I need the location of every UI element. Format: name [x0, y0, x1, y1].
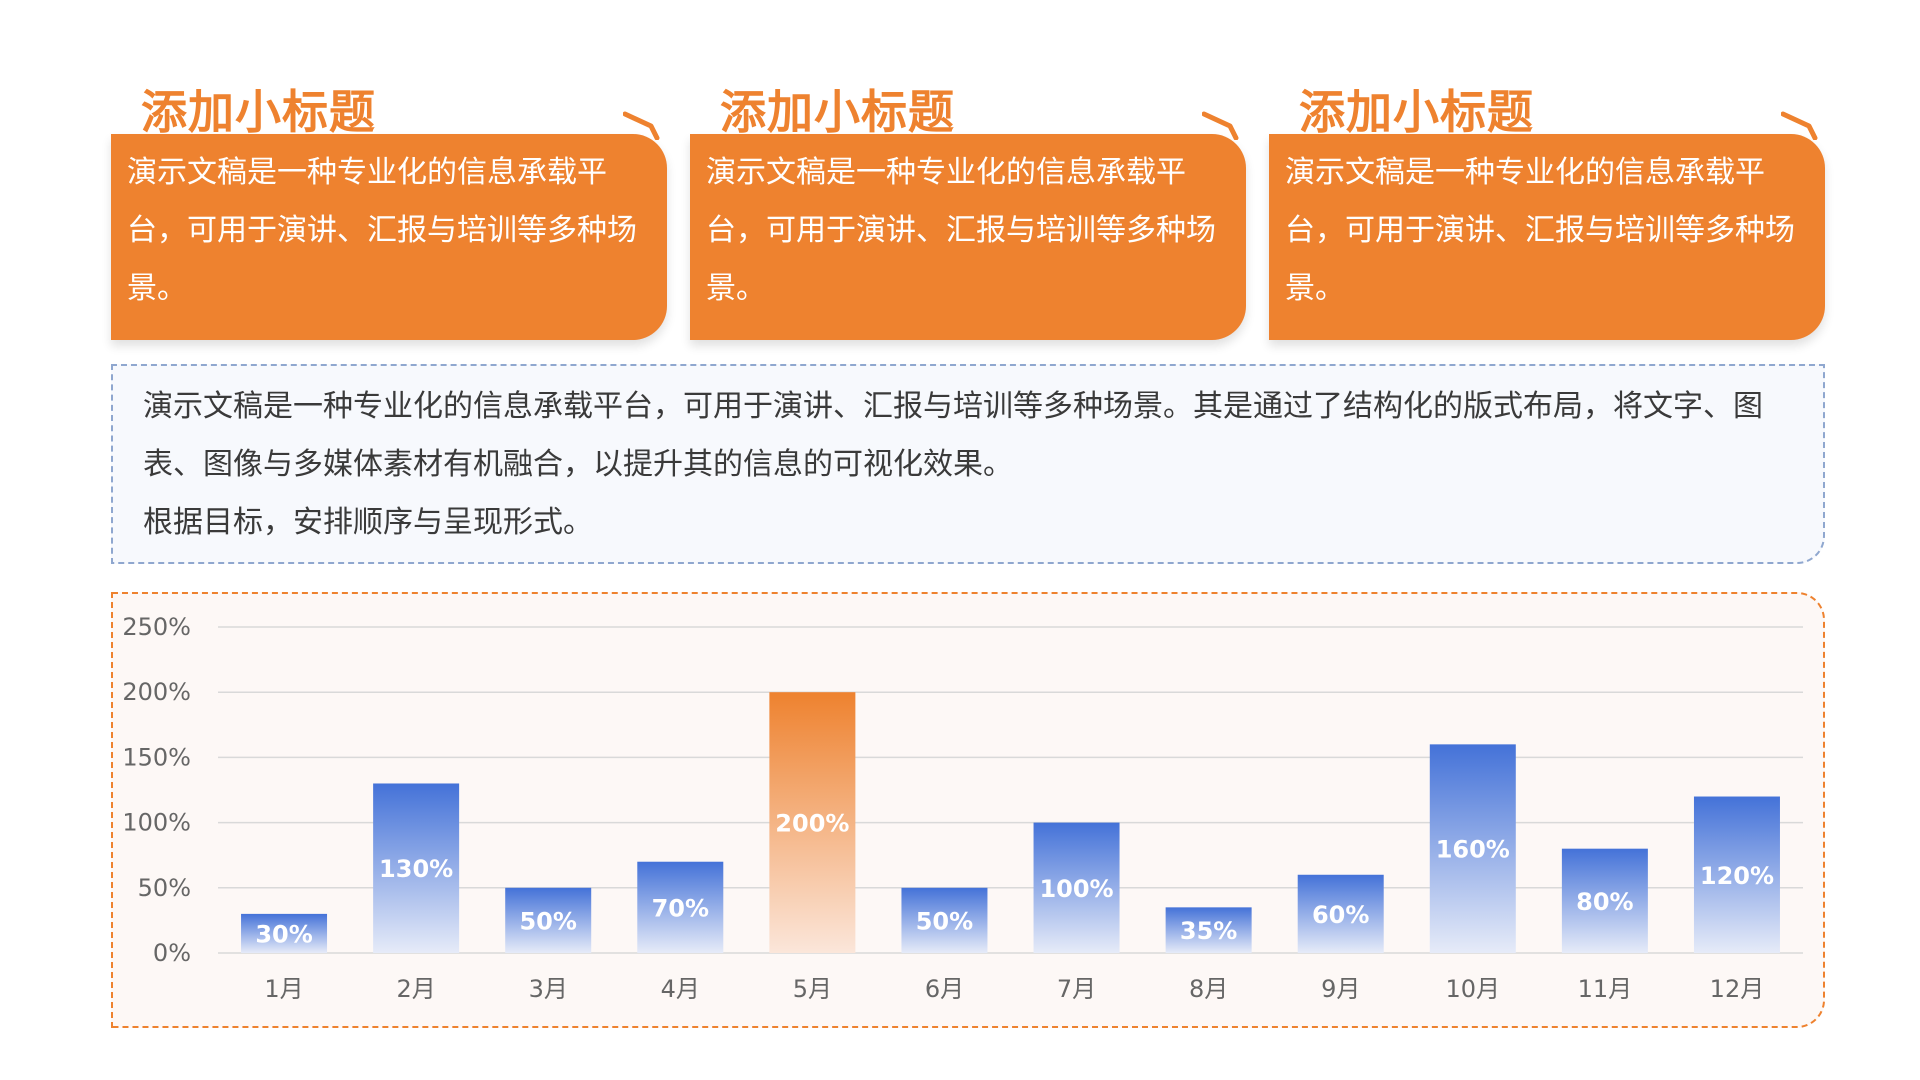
data-label: 80%	[1576, 888, 1633, 916]
data-label: 100%	[1039, 875, 1113, 903]
bar-5	[769, 692, 856, 953]
card-box: 演示文稿是一种专业化的信息承载平台，可用于演讲、汇报与培训等多种场景。	[111, 134, 667, 340]
x-tick-label: 7月	[1057, 975, 1096, 1003]
card-body: 演示文稿是一种专业化的信息承载平台，可用于演讲、汇报与培训等多种场景。	[1285, 155, 1795, 306]
bar-8	[1165, 907, 1252, 953]
bar-11	[1561, 848, 1648, 953]
card-box: 演示文稿是一种专业化的信息承载平台，可用于演讲、汇报与培训等多种场景。	[1269, 134, 1825, 340]
data-label: 35%	[1180, 917, 1237, 945]
y-tick-label: 50%	[138, 874, 191, 902]
y-tick-label: 0%	[153, 939, 191, 967]
data-label: 50%	[916, 907, 973, 935]
y-tick-label: 200%	[122, 678, 191, 706]
data-label: 30%	[255, 920, 312, 948]
data-label: 200%	[775, 810, 849, 838]
bar-3	[505, 887, 592, 953]
card-title: 添加小标题	[141, 85, 376, 139]
card-corner-hook-icon	[1202, 111, 1239, 140]
x-tick-label: 2月	[396, 975, 435, 1003]
bar-9	[1297, 874, 1384, 953]
x-tick-label: 5月	[793, 975, 832, 1003]
x-tick-label: 12月	[1710, 975, 1765, 1003]
y-tick-label: 250%	[122, 613, 191, 641]
info-card-3: 添加小标题 演示文稿是一种专业化的信息承载平台，可用于演讲、汇报与培训等多种场景…	[1269, 84, 1825, 340]
data-label: 130%	[379, 855, 453, 883]
x-tick-label: 1月	[264, 975, 303, 1003]
description-line-1: 演示文稿是一种专业化的信息承载平台，可用于演讲、汇报与培训等多种场景。其是通过了…	[143, 389, 1763, 482]
bar-2	[373, 783, 460, 953]
x-tick-label: 9月	[1321, 975, 1360, 1003]
card-box: 演示文稿是一种专业化的信息承载平台，可用于演讲、汇报与培训等多种场景。	[690, 134, 1246, 340]
data-label: 70%	[652, 894, 709, 922]
data-label: 60%	[1312, 901, 1369, 929]
bar-10	[1429, 744, 1516, 953]
x-tick-label: 8月	[1189, 975, 1228, 1003]
x-tick-label: 6月	[925, 975, 964, 1003]
x-tick-label: 10月	[1446, 975, 1501, 1003]
bar-7	[1033, 822, 1120, 953]
card-body: 演示文稿是一种专业化的信息承载平台，可用于演讲、汇报与培训等多种场景。	[127, 155, 637, 306]
bar-6	[901, 887, 988, 953]
x-tick-label: 11月	[1578, 975, 1633, 1003]
data-label: 120%	[1700, 862, 1774, 890]
y-tick-label: 100%	[122, 809, 191, 837]
bar-12	[1693, 796, 1780, 953]
x-tick-label: 3月	[529, 975, 568, 1003]
bar-4	[637, 861, 724, 953]
card-title: 添加小标题	[1299, 85, 1534, 139]
card-corner-hook-icon	[623, 111, 660, 140]
info-card-1: 添加小标题 演示文稿是一种专业化的信息承载平台，可用于演讲、汇报与培训等多种场景…	[111, 84, 667, 340]
bar-chart: 0% 50% 100% 150% 200% 250% 30% 1月 130% 2月 50% 3月 70…	[122, 613, 1803, 1003]
description-line-2: 根据目标，安排顺序与呈现形式。	[143, 505, 593, 540]
chart-panel: 0% 50% 100% 150% 200% 250% 30% 1月 130% 2月 50% 3月 70…	[111, 592, 1825, 1028]
data-label: 160%	[1436, 836, 1510, 864]
x-tick-label: 4月	[661, 975, 700, 1003]
data-label: 50%	[519, 907, 576, 935]
y-tick-label: 150%	[122, 743, 191, 771]
description-text: 演示文稿是一种专业化的信息承载平台，可用于演讲、汇报与培训等多种场景。其是通过了…	[143, 378, 1803, 552]
card-corner-hook-icon	[1781, 111, 1818, 140]
description-box: 演示文稿是一种专业化的信息承载平台，可用于演讲、汇报与培训等多种场景。其是通过了…	[111, 364, 1825, 564]
bar-1	[241, 913, 328, 953]
card-body: 演示文稿是一种专业化的信息承载平台，可用于演讲、汇报与培训等多种场景。	[706, 155, 1216, 306]
card-title: 添加小标题	[720, 85, 955, 139]
info-card-2: 添加小标题 演示文稿是一种专业化的信息承载平台，可用于演讲、汇报与培训等多种场景…	[690, 84, 1246, 340]
